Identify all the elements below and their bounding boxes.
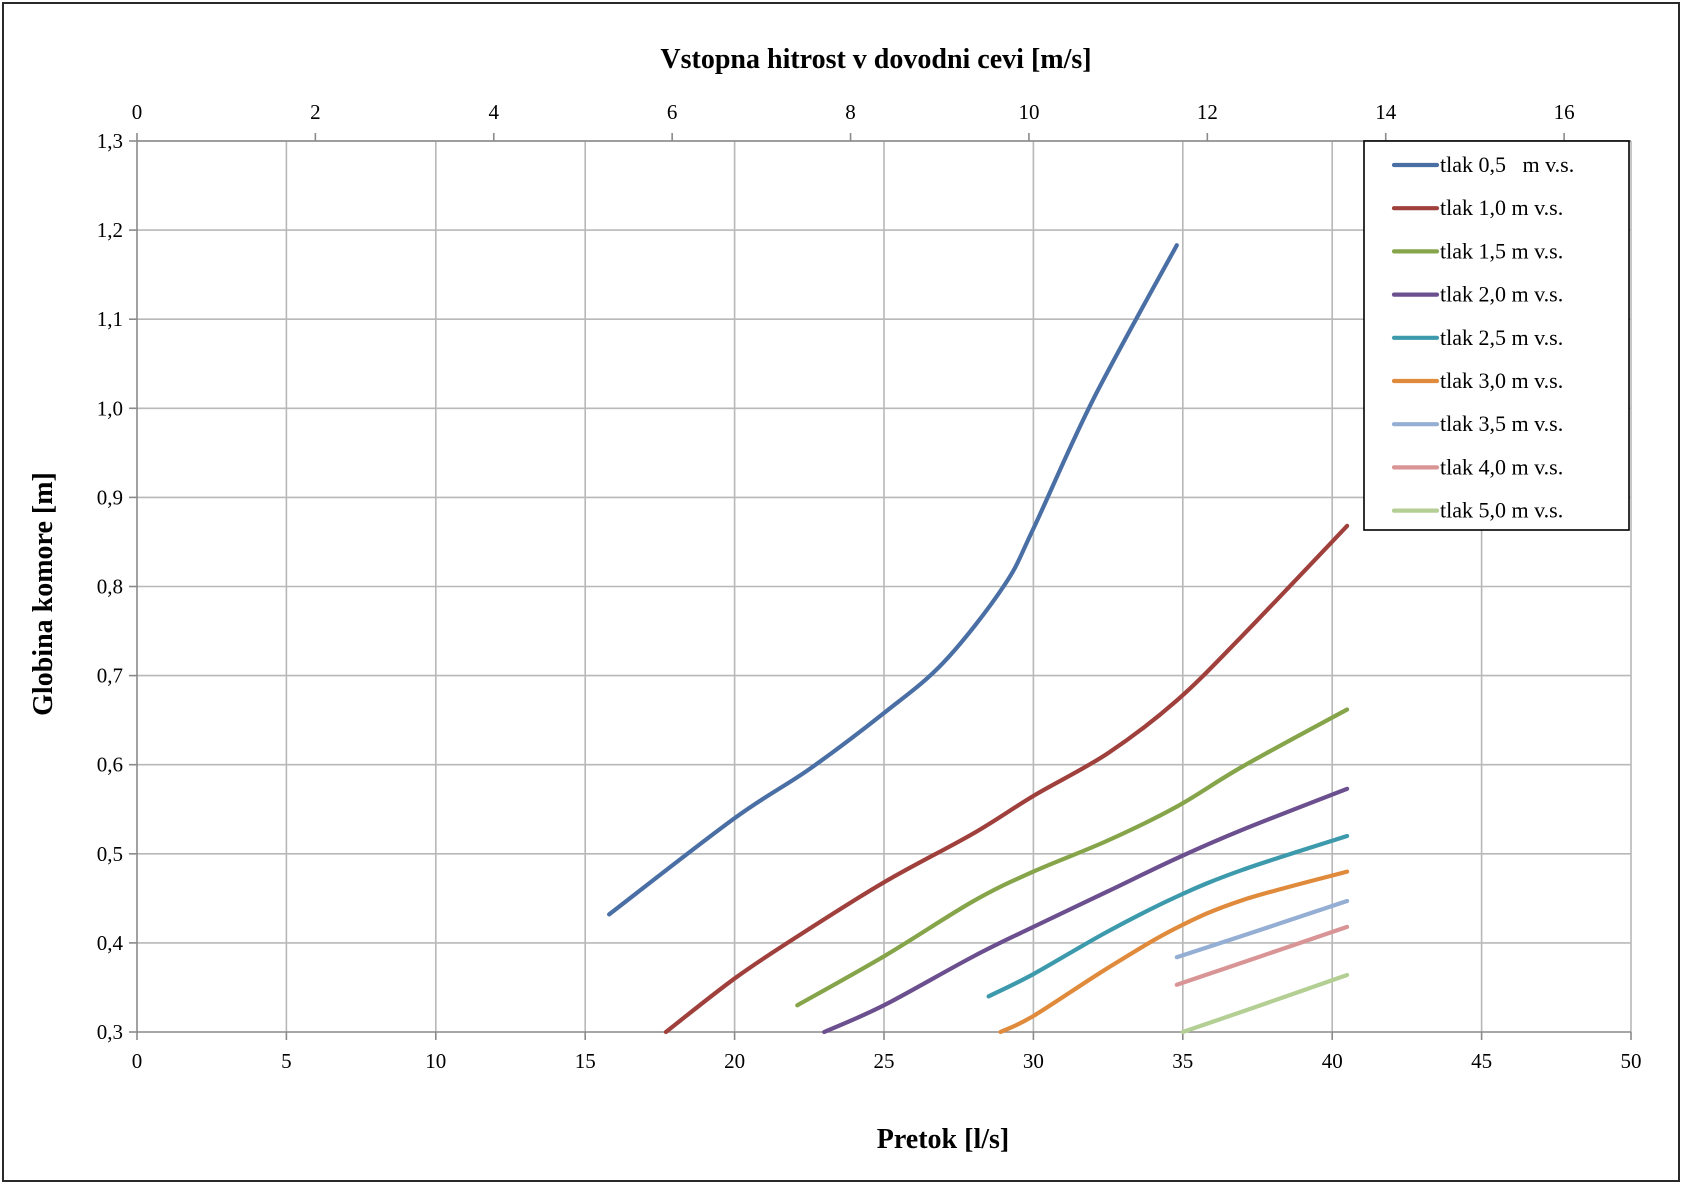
y-tick-label: 1,1 xyxy=(97,307,123,331)
legend-label: tlak 1,5 m v.s. xyxy=(1440,238,1563,263)
legend-label: tlak 5,0 m v.s. xyxy=(1440,498,1563,523)
legend-label: tlak 2,5 m v.s. xyxy=(1440,325,1563,350)
x2-tick-label: 8 xyxy=(845,100,856,124)
legend-box xyxy=(1363,140,1630,531)
y-tick-label: 0,7 xyxy=(97,664,123,688)
y-tick-label: 0,8 xyxy=(97,575,123,599)
legend: tlak 0,5 m v.s. tlak 1,0 m v.s. tlak 1,5 m… xyxy=(1363,140,1630,531)
x-tick-label: 5 xyxy=(281,1049,292,1073)
x2-axis-title: Vstopna hitrost v dovodni cevi [m/s] xyxy=(660,44,1091,75)
x-tick-label: 25 xyxy=(874,1049,895,1073)
legend-label: tlak 4,0 m v.s. xyxy=(1440,454,1563,479)
legend-label: tlak 3,0 m v.s. xyxy=(1440,368,1563,393)
x2-tick-label: 4 xyxy=(489,100,500,124)
series-layer xyxy=(607,243,1350,1035)
series-line-3 xyxy=(795,707,1350,1008)
x2-tick-label: 16 xyxy=(1554,100,1575,124)
x-tick-label: 0 xyxy=(132,1049,143,1073)
y-tick-label: 0,3 xyxy=(97,1020,123,1044)
x-tick-label: 40 xyxy=(1322,1049,1343,1073)
x2-tick-label: 12 xyxy=(1197,100,1218,124)
x-tick-label: 30 xyxy=(1023,1049,1044,1073)
y-tick-label: 1,0 xyxy=(97,396,123,420)
y-tick-label: 1,3 xyxy=(97,129,123,153)
series-line-7 xyxy=(1174,898,1350,960)
x-tick-label: 50 xyxy=(1621,1049,1642,1073)
series-line-1 xyxy=(607,243,1179,917)
series-line-6 xyxy=(998,869,1350,1035)
legend-label: tlak 1,0 m v.s. xyxy=(1440,195,1563,220)
x2-tick-label: 14 xyxy=(1375,100,1397,124)
y-tick-label: 0,4 xyxy=(97,931,124,955)
y-axis-title: Globina komore [m] xyxy=(28,472,59,716)
x2-tick-label: 2 xyxy=(310,100,321,124)
axis-layer: 0 5 10 15 20 25 30 35 40 45 50 0 2 4 6 8 10 12 14 16 0,3 0,4 0… xyxy=(97,100,1642,1073)
series-line-9 xyxy=(1180,972,1350,1035)
legend-label: tlak 0,5 m v.s. xyxy=(1440,152,1574,177)
legend-label: tlak 2,0 m v.s. xyxy=(1440,282,1563,307)
y-tick-label: 1,2 xyxy=(97,218,123,242)
series-line-2 xyxy=(663,523,1350,1035)
x-tick-label: 15 xyxy=(575,1049,596,1073)
series-line-8 xyxy=(1174,924,1350,987)
x-tick-label: 45 xyxy=(1471,1049,1492,1073)
x2-tick-label: 10 xyxy=(1018,100,1039,124)
legend-label: tlak 3,5 m v.s. xyxy=(1440,411,1563,436)
x-tick-label: 35 xyxy=(1172,1049,1193,1073)
y-tick-label: 0,5 xyxy=(97,842,123,866)
x2-tick-label: 0 xyxy=(132,100,143,124)
x2-tick-label: 6 xyxy=(667,100,678,124)
series-line-4 xyxy=(822,786,1350,1035)
x-axis-title: Pretok [l/s] xyxy=(877,1124,1009,1155)
x-tick-label: 20 xyxy=(724,1049,745,1073)
y-tick-label: 0,6 xyxy=(97,753,123,777)
x-tick-label: 10 xyxy=(425,1049,446,1073)
series-line-5 xyxy=(986,833,1350,999)
y-tick-label: 0,9 xyxy=(97,485,123,509)
